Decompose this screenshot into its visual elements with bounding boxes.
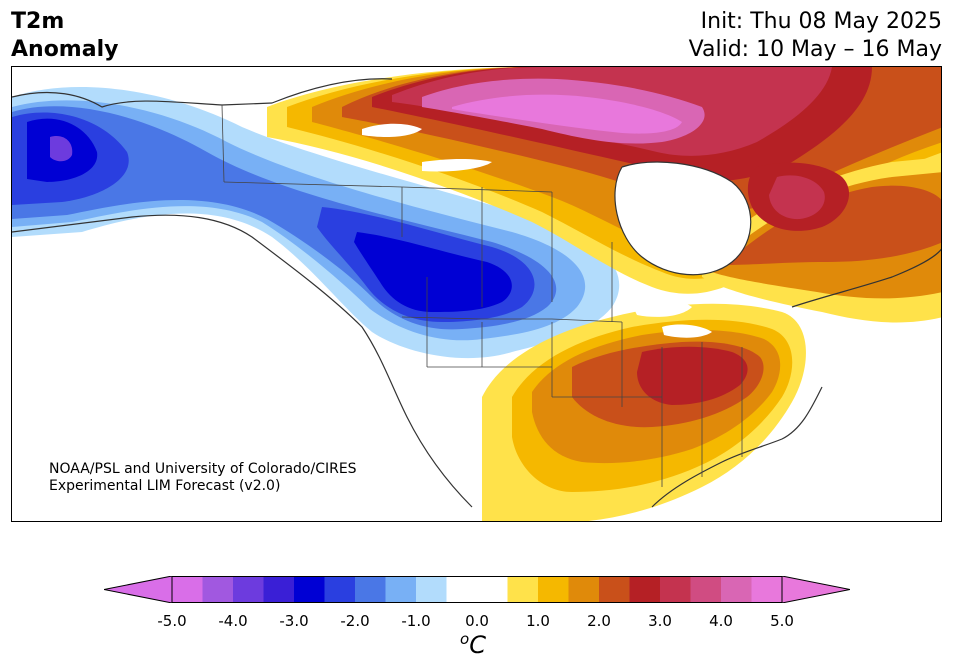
map-canvas (12, 67, 941, 521)
colorbar-tick-labels: -5.0 -4.0 -3.0 -2.0 -1.0 0.0 1.0 2.0 3.0 4.0 5.0 (0, 612, 954, 632)
colorbar-unit: oC (460, 630, 486, 659)
colorbar-segment (538, 576, 569, 603)
colorbar-tick-label: 1.0 (526, 612, 550, 630)
colorbar-segment (294, 576, 325, 603)
init-date-label: Init: Thu 08 May 2025 (700, 9, 942, 34)
colorbar-segment (477, 576, 508, 603)
colorbar-tick-label: 0.0 (465, 612, 489, 630)
colorbar-outline (171, 576, 783, 603)
unit-celsius: C (469, 631, 486, 659)
colorbar-segment (599, 576, 630, 603)
colorbar-segment (660, 576, 691, 603)
colorbar-segment (202, 576, 234, 603)
colorbar-tick-label: 2.0 (587, 612, 611, 630)
unit-degree-symbol: o (460, 630, 470, 648)
colorbar-segment (385, 576, 417, 603)
colorbar-segment (324, 576, 356, 603)
coastlines (12, 78, 941, 508)
map-title: T2m Anomaly (11, 8, 118, 64)
colorbar-segment (263, 576, 295, 603)
credits-line-model: Experimental LIM Forecast (v2.0) (49, 478, 281, 494)
colorbar-tick-label: 3.0 (648, 612, 672, 630)
colorbar-segment (568, 576, 600, 603)
title-line-variable: T2m (11, 9, 65, 34)
colorbar-segment (233, 576, 264, 603)
colorbar-tick-label: -1.0 (401, 612, 431, 630)
valid-date-label: Valid: 10 May – 16 May (688, 37, 942, 62)
data-source-credits: NOAA/PSL and University of Colorado/CIRE… (49, 461, 357, 495)
colorbar (104, 576, 850, 603)
colorbar-segment (172, 576, 203, 603)
colorbar-tick-label: 5.0 (770, 612, 794, 630)
state-borders (221, 104, 743, 487)
colorbar-segment (446, 576, 478, 603)
colorbar-segment (721, 576, 752, 603)
title-line-type: Anomaly (11, 37, 119, 62)
colorbar-under-arrow (104, 576, 173, 603)
credits-line-org: NOAA/PSL and University of Colorado/CIRE… (49, 461, 357, 477)
colorbar-tick-label: -5.0 (157, 612, 187, 630)
colorbar-over-arrow (781, 576, 850, 603)
colorbar-tick-label: -4.0 (218, 612, 248, 630)
colorbar-segment (507, 576, 539, 603)
colorbar-tick-label: -3.0 (279, 612, 309, 630)
forecast-dates: Init: Thu 08 May 2025 Valid: 10 May – 16… (689, 8, 942, 64)
colorbar-tick-label: -2.0 (340, 612, 370, 630)
colorbar-segment (690, 576, 722, 603)
colorbar-segment (751, 576, 783, 603)
colorbar-tick-label: 4.0 (709, 612, 733, 630)
colorbar-segment (416, 576, 447, 603)
colorbar-segment (629, 576, 661, 603)
anomaly-map (11, 66, 942, 522)
colorbar-segment (355, 576, 386, 603)
